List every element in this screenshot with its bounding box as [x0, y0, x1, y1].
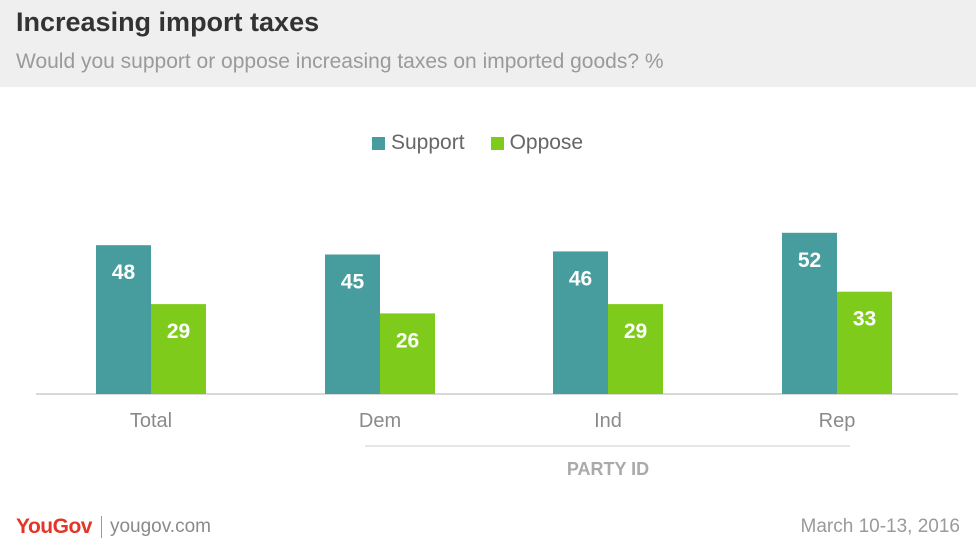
data-label-oppose-rep: 33	[853, 308, 876, 331]
legend: Support Oppose	[372, 130, 583, 156]
legend-label-support: Support	[391, 131, 465, 154]
x-tick-label-ind: Ind	[594, 410, 622, 432]
legend-swatch-support	[372, 136, 385, 150]
data-label-support-rep: 52	[798, 249, 821, 272]
chart-title: Increasing import taxes	[16, 7, 320, 37]
x-tick-label-total: Total	[130, 410, 172, 432]
party-id-label: PARTY ID	[567, 459, 649, 479]
bar-oppose-dem	[380, 313, 435, 394]
data-label-support-ind: 46	[569, 267, 592, 290]
bar-oppose-ind	[608, 304, 663, 394]
bar-oppose-rep	[837, 291, 892, 394]
footer-site[interactable]: yougov.com	[109, 516, 211, 537]
data-label-support-dem: 45	[341, 271, 365, 294]
yougov-logo: YouGov	[16, 515, 92, 538]
data-label-oppose-ind: 29	[624, 320, 647, 343]
legend-label-oppose: Oppose	[509, 131, 584, 154]
x-tick-label-rep: Rep	[819, 410, 856, 432]
x-tick-label-dem: Dem	[359, 410, 401, 432]
data-label-oppose-total: 29	[167, 320, 190, 343]
footer-brand: YouGov yougov.com	[16, 514, 211, 540]
footer-date: March 10-13, 2016	[800, 516, 961, 537]
legend-swatch-oppose	[490, 136, 504, 150]
footer-divider	[100, 516, 102, 538]
header-band: Increasing import taxes Would you suppor…	[0, 0, 976, 87]
bar-support-total	[96, 245, 151, 394]
bar-support-ind	[553, 251, 608, 394]
bar-oppose-total	[151, 304, 206, 394]
chart-subtitle: Would you support or oppose increasing t…	[16, 50, 664, 73]
data-label-support-total: 48	[112, 261, 136, 284]
legend-item-oppose: Oppose	[490, 131, 584, 155]
bar-support-dem	[325, 254, 380, 394]
data-label-oppose-dem: 26	[396, 329, 419, 352]
legend-item-support: Support	[372, 131, 465, 155]
bar-support-rep	[782, 232, 837, 394]
